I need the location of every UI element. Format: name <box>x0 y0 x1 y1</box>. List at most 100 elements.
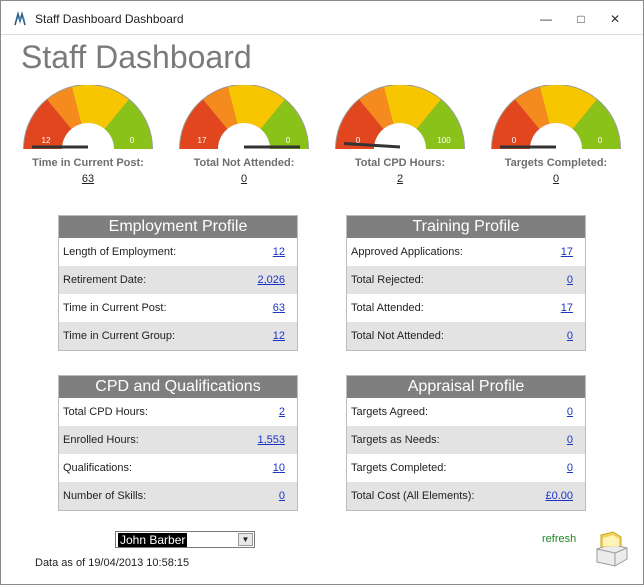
gauge-dial: 0 100 <box>335 85 465 149</box>
gauge-label: Targets Completed: <box>504 157 608 169</box>
row-value-link[interactable]: 17 <box>560 246 573 258</box>
row-value-link[interactable]: 12 <box>272 330 285 342</box>
row-label: Total CPD Hours: <box>63 406 148 418</box>
row-label: Targets as Needs: <box>351 434 440 446</box>
gauge-dial: 12 0 <box>23 85 153 149</box>
panel-title: Training Profile <box>347 216 585 238</box>
data-timestamp: Data as of 19/04/2013 10:58:15 <box>35 557 190 569</box>
panel-title: Employment Profile <box>59 216 297 238</box>
gauge-value[interactable]: 0 <box>552 173 560 185</box>
gauge-value[interactable]: 63 <box>81 173 95 185</box>
title-bar: Staff Dashboard Dashboard — □ ✕ <box>1 1 643 35</box>
gauge-yellow-zone <box>228 85 285 129</box>
gauge-green-zone <box>416 99 464 149</box>
gauge-yellow-zone <box>540 85 597 129</box>
employment-profile-panel: Employment Profile Length of Employment:… <box>58 215 298 351</box>
row-label: Length of Employment: <box>63 246 177 258</box>
panel-row: Time in Current Post: 63 <box>59 294 297 322</box>
row-label: Total Cost (All Elements): <box>351 490 475 502</box>
row-label: Total Attended: <box>351 302 424 314</box>
row-value-link[interactable]: 12 <box>272 246 285 258</box>
row-value-link[interactable]: 0 <box>566 406 573 418</box>
maximize-button[interactable]: □ <box>577 12 585 26</box>
row-label: Targets Completed: <box>351 462 447 474</box>
panel-row: Retirement Date: 2,026 <box>59 266 297 294</box>
panel-row: Total Not Attended: 0 <box>347 322 585 350</box>
gauge-max-label: 0 <box>130 136 135 145</box>
panel-title: Appraisal Profile <box>347 376 585 398</box>
row-value-link[interactable]: 0 <box>566 434 573 446</box>
row-value-link[interactable]: 10 <box>272 462 285 474</box>
gauge-green-zone <box>572 99 620 149</box>
row-label: Number of Skills: <box>63 490 147 502</box>
gauge-orange-zone <box>203 87 238 129</box>
gauge-label: Time in Current Post: <box>32 157 144 169</box>
gauge-min-label: 0 <box>512 136 517 145</box>
appraisal-profile-panel: Appraisal Profile Targets Agreed: 0 Targ… <box>346 375 586 511</box>
gauge-red-zone <box>180 99 228 149</box>
gauge-green-zone <box>104 99 152 149</box>
gauge-dial: 17 0 <box>179 85 309 149</box>
minimize-button[interactable]: — <box>540 12 552 26</box>
row-value-link[interactable]: 2,026 <box>257 274 285 286</box>
row-value-link[interactable]: £0.00 <box>545 490 573 502</box>
row-value-link[interactable]: 2 <box>278 406 285 418</box>
training-profile-panel: Training Profile Approved Applications: … <box>346 215 586 351</box>
gauge-max-label: 0 <box>598 136 603 145</box>
row-value-link[interactable]: 0 <box>566 330 573 342</box>
panel-row: Enrolled Hours: 1,553 <box>59 426 297 454</box>
gauge-orange-zone <box>47 87 82 129</box>
gauge-yellow-zone <box>384 85 441 129</box>
staff-select[interactable]: John Barber ▼ <box>115 531 255 548</box>
row-value-link[interactable]: 0 <box>278 490 285 502</box>
app-logo-icon <box>14 11 26 26</box>
gauge-red-zone <box>24 99 72 149</box>
row-label: Total Not Attended: <box>351 330 444 342</box>
panel-row: Qualifications: 10 <box>59 454 297 482</box>
row-value-link[interactable]: 0 <box>566 274 573 286</box>
panel-row: Targets Completed: 0 <box>347 454 585 482</box>
panel-row: Targets Agreed: 0 <box>347 398 585 426</box>
gauge-center <box>62 123 114 149</box>
gauge-green-zone <box>260 99 308 149</box>
row-label: Retirement Date: <box>63 274 147 286</box>
row-label: Enrolled Hours: <box>63 434 139 446</box>
row-value-link[interactable]: 1,553 <box>257 434 285 446</box>
gauge-min-label: 17 <box>198 136 207 145</box>
gauge-value[interactable]: 2 <box>396 173 404 185</box>
row-value-link[interactable]: 63 <box>272 302 285 314</box>
row-value-link[interactable]: 0 <box>566 462 573 474</box>
gauge-value[interactable]: 0 <box>240 173 248 185</box>
panel-row: Number of Skills: 0 <box>59 482 297 510</box>
panel-row: Total Attended: 17 <box>347 294 585 322</box>
row-label: Approved Applications: <box>351 246 463 258</box>
chevron-down-icon[interactable]: ▼ <box>238 533 253 546</box>
panel-row: Total Cost (All Elements): £0.00 <box>347 482 585 510</box>
gauge-center <box>374 123 426 149</box>
refresh-link[interactable]: refresh <box>542 533 577 545</box>
gauge-red-zone <box>492 99 540 149</box>
row-value-link[interactable]: 17 <box>560 302 573 314</box>
gauge-max-label: 0 <box>286 136 291 145</box>
window-title: Staff Dashboard Dashboard <box>35 12 184 26</box>
close-button[interactable]: ✕ <box>609 12 621 26</box>
gauge-label: Total CPD Hours: <box>354 157 446 169</box>
panel-title: CPD and Qualifications <box>59 376 297 398</box>
row-label: Time in Current Group: <box>63 330 176 342</box>
cpd-qualifications-panel: CPD and Qualifications Total CPD Hours: … <box>58 375 298 511</box>
panel-row: Approved Applications: 17 <box>347 238 585 266</box>
staff-select-value: John Barber <box>118 533 188 547</box>
gauge-center <box>530 123 582 149</box>
gauge-yellow-zone <box>72 85 129 129</box>
gauge-needle <box>344 141 401 149</box>
gauge-red-zone <box>336 99 384 149</box>
gauge-min-label: 12 <box>42 136 51 145</box>
gauge-center <box>218 123 270 149</box>
gauge-orange-zone <box>515 87 550 129</box>
print-icon[interactable] <box>593 529 631 567</box>
gauge-label: Total Not Attended: <box>193 157 295 169</box>
gauge-orange-zone <box>359 87 394 129</box>
